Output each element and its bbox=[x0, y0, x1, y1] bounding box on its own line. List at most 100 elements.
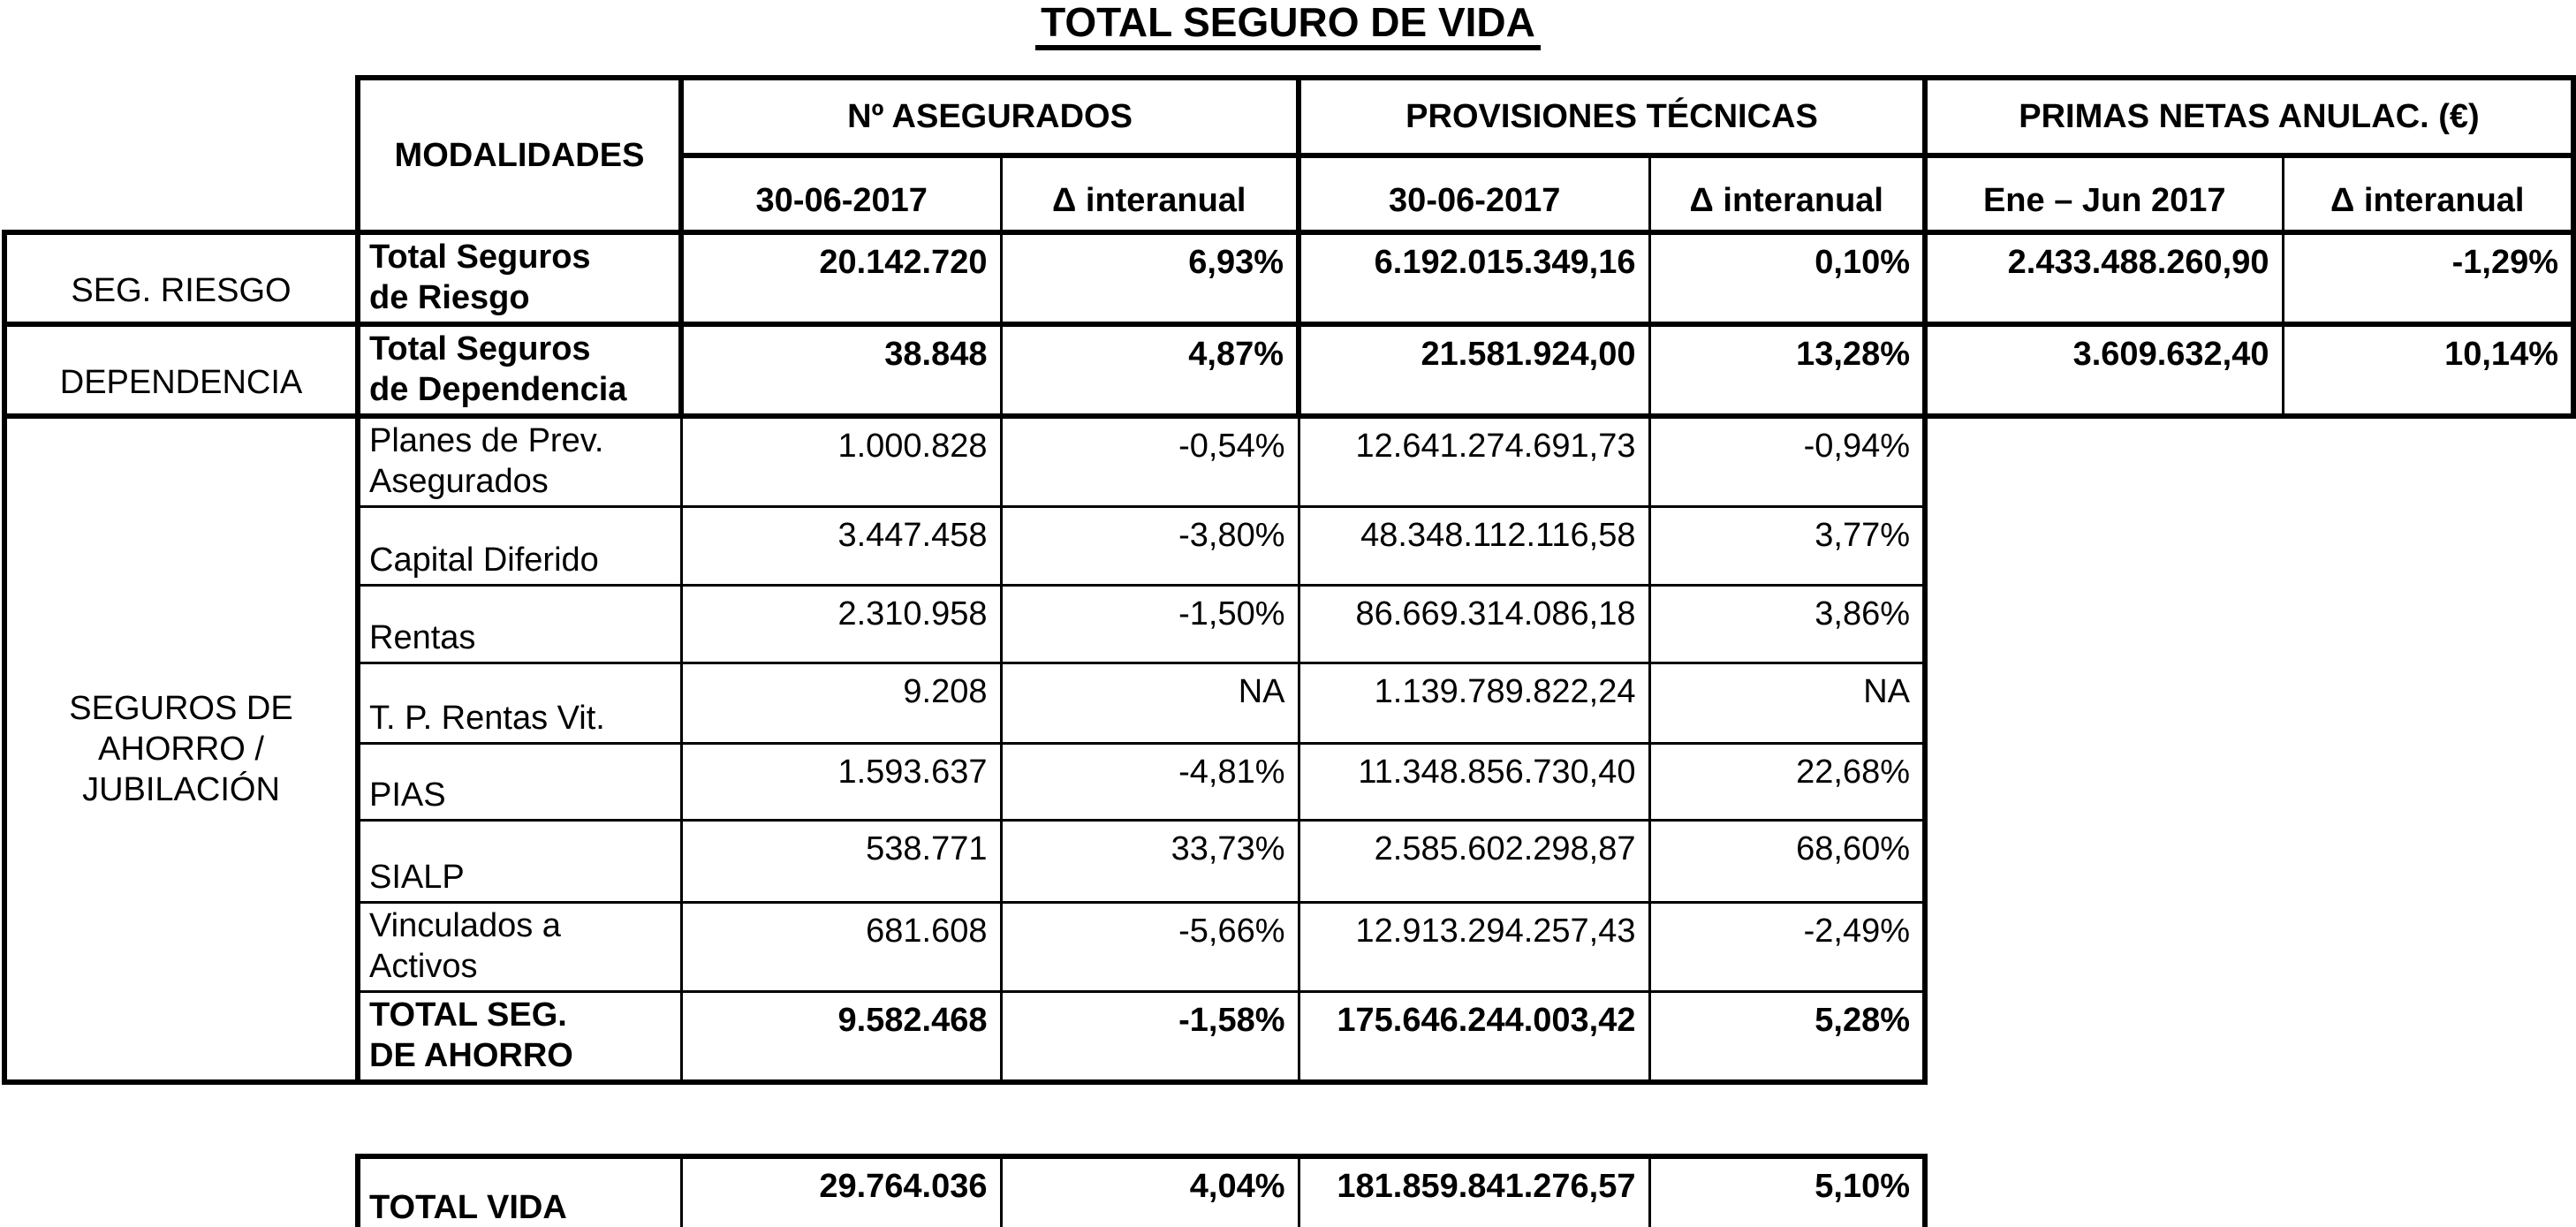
gap-cell bbox=[358, 1082, 681, 1156]
value-cell: 2.585.602.298,87 bbox=[1299, 820, 1651, 904]
subheader-provisiones-delta: Δ interanual bbox=[1649, 155, 1928, 235]
value-cell: 3,86% bbox=[1649, 585, 1928, 664]
value-cell: 12.641.274.691,73 bbox=[1299, 413, 1651, 508]
modality-cell: PIAS bbox=[358, 743, 683, 822]
value-cell: 3.447.458 bbox=[681, 506, 1003, 587]
empty-cell bbox=[2283, 744, 2573, 821]
value-cell: -5,66% bbox=[1001, 902, 1300, 993]
value-cell: 538.771 bbox=[681, 820, 1003, 904]
value-cell: 1.139.789.822,24 bbox=[1299, 663, 1651, 745]
subheader-provisiones-fecha: 30-06-2017 bbox=[1299, 155, 1651, 235]
gap-cell bbox=[4, 1082, 358, 1156]
value-cell: -3,80% bbox=[1001, 506, 1300, 587]
total-value-cell: 29.764.036 bbox=[681, 1154, 1003, 1227]
value-cell: 3,77% bbox=[1649, 506, 1928, 587]
total-value-cell: 181.859.841.276,57 bbox=[1299, 1154, 1651, 1227]
value-cell: 9.208 bbox=[681, 663, 1003, 745]
value-cell: 20.142.720 bbox=[681, 230, 1003, 327]
value-cell: 1.000.828 bbox=[681, 413, 1003, 508]
value-cell: 6.192.015.349,16 bbox=[1299, 230, 1651, 327]
value-cell: -1,50% bbox=[1001, 585, 1300, 664]
empty-cell bbox=[1925, 821, 2283, 903]
empty-cell bbox=[2283, 1156, 2573, 1227]
modality-cell: Planes de Prev. Asegurados bbox=[358, 413, 683, 508]
value-cell: NA bbox=[1001, 663, 1300, 745]
value-cell: 12.913.294.257,43 bbox=[1299, 902, 1651, 993]
row-group-riesgo: SEG. RIESGO bbox=[2, 230, 360, 327]
empty-cell bbox=[2283, 821, 2573, 903]
empty-cell bbox=[2283, 507, 2573, 586]
value-cell: -1,58% bbox=[1001, 991, 1300, 1085]
modality-cell: T. P. Rentas Vit. bbox=[358, 663, 683, 745]
value-cell: 681.608 bbox=[681, 902, 1003, 993]
value-cell: NA bbox=[1649, 663, 1928, 745]
value-cell: 68,60% bbox=[1649, 820, 1928, 904]
empty-cell bbox=[1925, 416, 2283, 507]
empty-cell bbox=[2283, 416, 2573, 507]
value-cell: 9.582.468 bbox=[681, 991, 1003, 1085]
value-cell: 0,10% bbox=[1649, 230, 1928, 327]
value-cell: 4,87% bbox=[1001, 324, 1301, 419]
gap-cell bbox=[1299, 1082, 1649, 1156]
value-cell: -4,81% bbox=[1001, 743, 1300, 822]
modality-cell: TOTAL SEG. DE AHORRO bbox=[358, 991, 683, 1085]
modality-cell: Capital Diferido bbox=[358, 506, 683, 587]
empty-cell bbox=[1925, 586, 2283, 663]
empty-cell bbox=[4, 1156, 358, 1227]
value-cell: -2,49% bbox=[1649, 902, 1928, 993]
modality-cell: Total Seguros de Riesgo bbox=[358, 230, 684, 327]
modality-cell: Rentas bbox=[358, 585, 683, 664]
value-cell: 10,14% bbox=[2283, 324, 2576, 419]
value-cell: -1,29% bbox=[2283, 230, 2576, 327]
gap-cell bbox=[681, 1082, 1001, 1156]
value-cell: 22,68% bbox=[1649, 743, 1928, 822]
page-title: TOTAL SEGURO DE VIDA bbox=[1035, 0, 1541, 50]
subheader-primas-delta: Δ interanual bbox=[2283, 155, 2576, 235]
empty-cell bbox=[2283, 586, 2573, 663]
empty-cell bbox=[1925, 1156, 2283, 1227]
value-cell: 13,28% bbox=[1649, 324, 1928, 419]
value-cell: 5,28% bbox=[1649, 991, 1928, 1085]
main-table: MODALIDADES Nº ASEGURADOS PROVISIONES TÉ… bbox=[2, 75, 2576, 1227]
subheader-asegurados-delta: Δ interanual bbox=[1001, 155, 1301, 235]
empty-cell bbox=[2283, 992, 2573, 1083]
corner-blank-cell bbox=[4, 78, 358, 232]
total-value-cell: 5,10% bbox=[1649, 1154, 1928, 1227]
group-header-asegurados: Nº ASEGURADOS bbox=[678, 75, 1301, 158]
subheader-asegurados-fecha: 30-06-2017 bbox=[678, 155, 1003, 235]
value-cell: 11.348.856.730,40 bbox=[1299, 743, 1651, 822]
value-cell: -0,94% bbox=[1649, 413, 1928, 508]
row-group-dependencia: DEPENDENCIA bbox=[2, 324, 360, 419]
empty-cell bbox=[1925, 903, 2283, 992]
value-cell: 6,93% bbox=[1001, 230, 1301, 327]
modality-cell: SIALP bbox=[358, 820, 683, 904]
value-cell: 48.348.112.116,58 bbox=[1299, 506, 1651, 587]
empty-cell bbox=[2283, 663, 2573, 744]
empty-cell bbox=[1925, 663, 2283, 744]
gap-cell bbox=[1001, 1082, 1299, 1156]
row-group-ahorro: SEGUROS DE AHORRO / JUBILACIÓN bbox=[2, 413, 360, 1085]
empty-cell bbox=[1925, 992, 2283, 1083]
group-header-provisiones: PROVISIONES TÉCNICAS bbox=[1299, 75, 1928, 158]
empty-cell bbox=[2283, 903, 2573, 992]
group-header-primas: PRIMAS NETAS ANULAC. (€) bbox=[1925, 75, 2576, 158]
modality-cell: Total Seguros de Dependencia bbox=[358, 324, 684, 419]
value-cell: 86.669.314.086,18 bbox=[1299, 585, 1651, 664]
total-row-label-cell: TOTAL VIDA bbox=[355, 1154, 683, 1227]
gap-cell bbox=[1925, 1082, 2283, 1156]
value-cell: 2.310.958 bbox=[681, 585, 1003, 664]
gap-cell bbox=[1649, 1082, 1925, 1156]
modalidades-header-cell: MODALIDADES bbox=[355, 75, 684, 235]
empty-cell bbox=[1925, 744, 2283, 821]
title-row: TOTAL SEGURO DE VIDA bbox=[0, 0, 2576, 50]
value-cell: 175.646.244.003,42 bbox=[1299, 991, 1651, 1085]
gap-cell bbox=[2283, 1082, 2573, 1156]
total-value-cell: 4,04% bbox=[1001, 1154, 1300, 1227]
value-cell: 33,73% bbox=[1001, 820, 1300, 904]
subheader-primas-periodo: Ene – Jun 2017 bbox=[1925, 155, 2284, 235]
value-cell: 21.581.924,00 bbox=[1299, 324, 1651, 419]
modality-cell: Vinculados a Activos bbox=[358, 902, 683, 993]
value-cell: 2.433.488.260,90 bbox=[1925, 230, 2284, 327]
value-cell: 38.848 bbox=[681, 324, 1003, 419]
